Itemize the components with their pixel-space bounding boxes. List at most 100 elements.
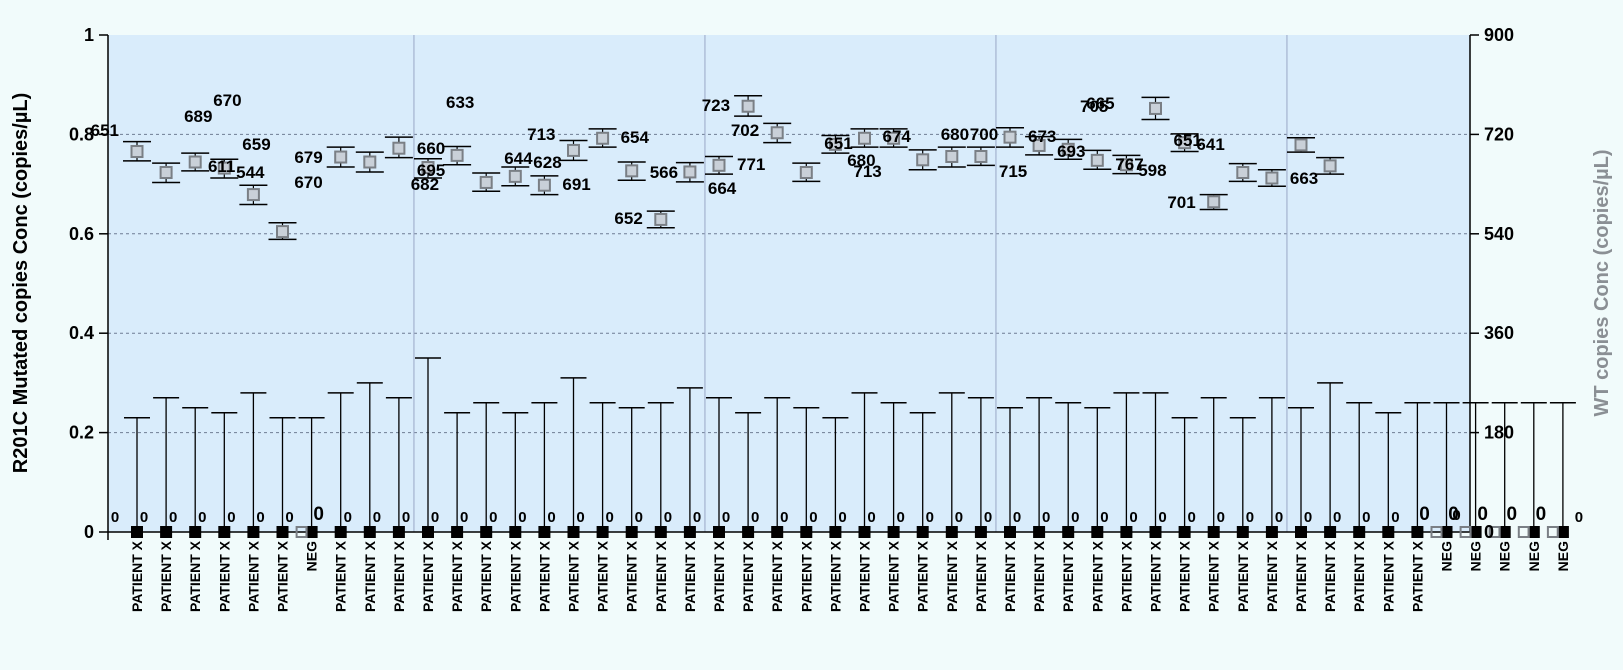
- mutated-point: [422, 526, 434, 538]
- mutated-point: [1120, 526, 1133, 538]
- y-axis-left-tick-label: 0.8: [69, 124, 94, 144]
- y-axis-left-tick-label: 0.2: [69, 423, 94, 443]
- category-label: PATIENT X: [944, 540, 960, 612]
- mutated-data-label: 0: [373, 509, 381, 526]
- mutated-data-label: 0: [838, 509, 846, 526]
- y-axis-left-tick-label: 1: [84, 25, 94, 45]
- wt-point: [1149, 101, 1162, 115]
- mutated-point: [1382, 526, 1395, 538]
- wt-data-label: 652: [614, 209, 642, 228]
- mutated-data-label: 0: [256, 509, 264, 526]
- category-label: PATIENT X: [1002, 540, 1018, 612]
- wt-data-label: 544: [236, 163, 265, 182]
- mutated-data-label: 0: [1275, 509, 1283, 526]
- mutated-point: [1498, 526, 1511, 538]
- wt-point: [1119, 158, 1133, 172]
- wt-data-label: 611: [208, 157, 235, 176]
- wt-point: [1236, 166, 1250, 180]
- category-label: PATIENT X: [449, 540, 465, 612]
- mutated-data-label: 0: [780, 509, 788, 526]
- wt-data-label: 713: [527, 125, 555, 144]
- wt-point: [1178, 136, 1192, 150]
- y-axis-right-title: WT copies Conc (copies/µL): [1591, 149, 1613, 416]
- marks: [123, 94, 1576, 538]
- mutated-point: [1149, 526, 1162, 538]
- wt-data-label: 633: [446, 93, 474, 112]
- mutated-data-label: 0: [1575, 509, 1583, 526]
- category-label: PATIENT X: [595, 540, 611, 612]
- mutated-point: [509, 526, 522, 538]
- wt-data-label: 767: [1115, 155, 1143, 174]
- mutated-data-label: 0: [1042, 509, 1050, 526]
- mutated-data-label: 0: [955, 509, 963, 526]
- category-label: PATIENT X: [857, 540, 873, 612]
- mutated-data-label: 0: [1333, 509, 1341, 526]
- wt-data-label: 598: [1138, 161, 1166, 180]
- wt-point: [1265, 171, 1279, 185]
- mutated-point: [1033, 526, 1046, 538]
- neg-wt-point: [295, 526, 308, 538]
- wt-point: [159, 166, 173, 180]
- mutated-point: [974, 526, 987, 538]
- wt-data-label: 644: [504, 149, 533, 168]
- wt-data-label: 680: [941, 125, 969, 144]
- wt-data-label: 651: [824, 134, 852, 153]
- wt-point: [421, 161, 435, 175]
- wt-point: [625, 164, 639, 178]
- mutated-data-label: 0: [1452, 507, 1460, 524]
- category-label: PATIENT X: [740, 540, 756, 612]
- category-label: PATIENT X: [653, 540, 669, 612]
- wt-point: [508, 169, 522, 183]
- category-label: NEG: [1439, 541, 1455, 571]
- wt-point: [945, 149, 959, 163]
- wt-point: [363, 155, 377, 169]
- category-label: NEG: [1555, 541, 1571, 571]
- category-label: PATIENT X: [1148, 540, 1164, 612]
- wt-point: [188, 155, 202, 169]
- wt-point: [828, 137, 842, 151]
- mutated-point: [916, 526, 929, 538]
- mutated-data-label: 0: [984, 509, 992, 526]
- category-label: PATIENT X: [769, 540, 785, 612]
- category-label: PATIENT X: [1409, 540, 1425, 612]
- neg-wt-point: [1430, 526, 1443, 538]
- mutated-data-label: 0: [664, 509, 672, 526]
- wt-data-label: 680: [847, 151, 875, 170]
- wt-data-label: 771: [737, 155, 765, 174]
- category-label: PATIENT X: [973, 540, 989, 612]
- mutated-point: [1091, 526, 1104, 538]
- mutated-point: [1178, 526, 1191, 538]
- wt-point: [1207, 195, 1221, 209]
- mutated-data-label: 0: [198, 509, 206, 526]
- wt-point: [683, 165, 697, 179]
- wt-data-label: 673: [1028, 127, 1056, 146]
- wt-data-label: 701: [1167, 193, 1195, 212]
- mutated-data-label: 0: [402, 509, 410, 526]
- category-label: PATIENT X: [391, 540, 407, 612]
- mutated-data-label: 0: [460, 509, 468, 526]
- mutated-point: [654, 526, 667, 538]
- y-axis-left-title: R201C Mutated copies Conc (copies/µL): [10, 93, 32, 473]
- mutated-point: [713, 526, 725, 538]
- mutated-data-label: 0: [693, 509, 701, 526]
- category-label: PATIENT X: [1118, 540, 1134, 612]
- wt-data-label: 628: [533, 153, 561, 172]
- wt-data-label: 665: [1086, 94, 1114, 113]
- mutated-point: [1265, 526, 1278, 538]
- mutated-data-label: 0: [1013, 509, 1021, 526]
- wt-data-label: 723: [702, 96, 730, 115]
- wt-point: [887, 131, 901, 145]
- mutated-data-label: 0: [1071, 509, 1079, 526]
- category-label: PATIENT X: [798, 540, 814, 612]
- mutated-point: [392, 526, 405, 538]
- wt-point: [1032, 138, 1046, 152]
- mutated-point: [887, 526, 900, 538]
- category-label: PATIENT X: [1351, 540, 1367, 612]
- category-label: PATIENT X: [886, 540, 902, 612]
- mutated-point: [160, 526, 173, 538]
- mutated-point: [1062, 526, 1075, 538]
- y-axis-right-tick-label: 180: [1484, 423, 1514, 443]
- neg-wt-point: [1546, 526, 1559, 538]
